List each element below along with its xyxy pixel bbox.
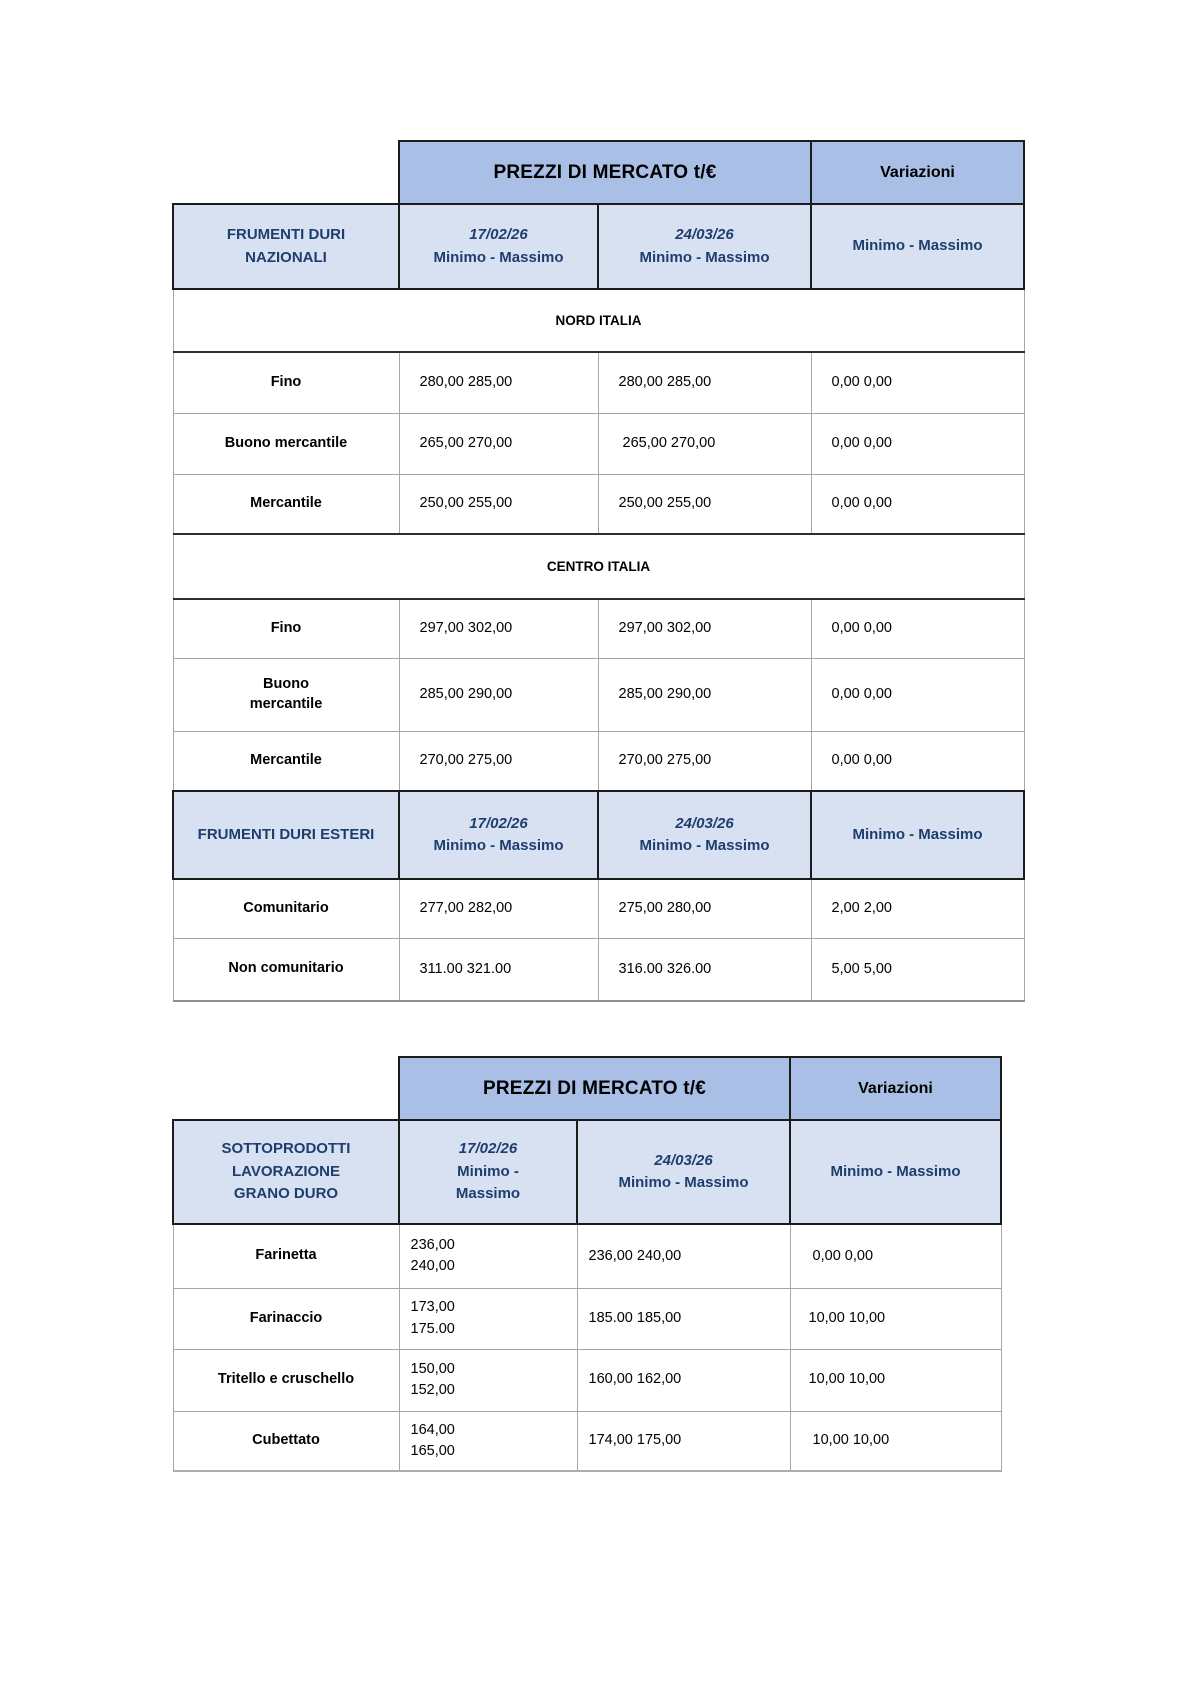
price-cell: 311.00 321.00 <box>398 937 599 1002</box>
row-label: Farinaccio <box>172 1287 400 1350</box>
column-header-date1: 17/02/26 Minimo - Massimo <box>398 1119 578 1225</box>
price-cell: 297,00 302,00 <box>597 598 812 659</box>
price-cell: 185.00 185,00 <box>576 1287 791 1350</box>
minmax-label: Minimo - Massimo <box>639 248 770 266</box>
variation-cell: 10,00 10,00 <box>789 1348 1002 1412</box>
price-cell: 236,00 240,00 <box>398 1223 578 1289</box>
variation-cell: 0,00 0,00 <box>810 657 1025 732</box>
variation-cell: 10,00 10,00 <box>789 1287 1002 1350</box>
section-header-nord-italia: NORD ITALIA <box>172 288 1025 353</box>
price-cell: 275,00 280,00 <box>597 878 812 939</box>
column-header-date2: 24/03/26 Minimo - Massimo <box>576 1119 791 1225</box>
price-cell: 236,00 240,00 <box>576 1223 791 1289</box>
band-title-prezzi: PREZZI DI MERCATO t/€ <box>398 1056 791 1121</box>
column-header-date2: 24/03/26 Minimo - Massimo <box>597 790 812 880</box>
price-cell: 285,00 290,00 <box>597 657 812 732</box>
table-frumenti-duri: PREZZI DI MERCATO t/€ Variazioni FRUMENT… <box>172 140 1025 1002</box>
price-cell: 160,00 162,00 <box>576 1348 791 1412</box>
price-cell: 270,00 275,00 <box>398 730 599 792</box>
band-spacer <box>173 1057 399 1120</box>
price-cell: 250,00 255,00 <box>398 473 599 535</box>
section-header-centro-italia: CENTRO ITALIA <box>172 533 1025 600</box>
price-cell: 265,00 270,00 <box>398 412 599 475</box>
date-label: 24/03/26 <box>654 1151 713 1169</box>
variation-cell: 0,00 0,00 <box>810 598 1025 659</box>
date-label: 17/02/26 <box>469 814 528 832</box>
row-label: Mercantile <box>172 473 400 535</box>
variation-cell: 2,00 2,00 <box>810 878 1025 939</box>
price-cell: 280,00 285,00 <box>398 351 599 414</box>
table-sottoprodotti: PREZZI DI MERCATO t/€ Variazioni SOTTOPR… <box>172 1056 1002 1472</box>
variation-cell: 0,00 0,00 <box>789 1223 1002 1289</box>
row-label: Fino <box>172 598 400 659</box>
minmax-label: Minimo - Massimo <box>455 1162 521 1203</box>
price-cell: 280,00 285,00 <box>597 351 812 414</box>
row-label: Buono mercantile <box>172 657 400 732</box>
column-header-date1: 17/02/26 Minimo - Massimo <box>398 203 599 290</box>
date-label: 24/03/26 <box>675 814 734 832</box>
price-cell: 173,00 175.00 <box>398 1287 578 1350</box>
price-cell: 277,00 282,00 <box>398 878 599 939</box>
variation-cell: 0,00 0,00 <box>810 351 1025 414</box>
band-title-variazioni: Variazioni <box>810 140 1025 205</box>
price-cell: 265,00 270,00 <box>597 412 812 475</box>
price-cell: 174,00 175,00 <box>576 1410 791 1472</box>
date-label: 17/02/26 <box>469 226 528 243</box>
row-label: Mercantile <box>172 730 400 792</box>
row-label: Cubettato <box>172 1410 400 1472</box>
minmax-label: Minimo - Massimo <box>433 248 564 266</box>
column-header-variazioni: Minimo - Massimo <box>789 1119 1002 1225</box>
minmax-label: Minimo - Massimo <box>639 837 770 854</box>
variation-cell: 5,00 5,00 <box>810 937 1025 1002</box>
row-label: Comunitario <box>172 878 400 939</box>
price-cell: 285,00 290,00 <box>398 657 599 732</box>
price-cell: 150,00 152,00 <box>398 1348 578 1412</box>
stub-frumenti-esteri: FRUMENTI DURI ESTERI <box>172 790 400 880</box>
column-header-variazioni: Minimo - Massimo <box>810 790 1025 880</box>
band-spacer <box>173 141 399 204</box>
row-label: Buono mercantile <box>172 412 400 475</box>
date-label: 24/03/26 <box>675 226 734 243</box>
minmax-label: Minimo - Massimo <box>618 1174 749 1191</box>
price-cell: 297,00 302,00 <box>398 598 599 659</box>
row-label: Non comunitario <box>172 937 400 1002</box>
variation-cell: 0,00 0,00 <box>810 412 1025 475</box>
row-label: Tritello e cruschello <box>172 1348 400 1412</box>
stub-frumenti-nazionali: FRUMENTI DURI NAZIONALI <box>172 203 400 290</box>
minmax-label: Minimo - Massimo <box>433 837 564 854</box>
variation-cell: 0,00 0,00 <box>810 473 1025 535</box>
variation-cell: 0,00 0,00 <box>810 730 1025 792</box>
row-label: Farinetta <box>172 1223 400 1289</box>
band-title-prezzi: PREZZI DI MERCATO t/€ <box>398 140 812 205</box>
column-header-variazioni: Minimo - Massimo <box>810 203 1025 290</box>
band-title-variazioni: Variazioni <box>789 1056 1002 1121</box>
stub-sottoprodotti: SOTTOPRODOTTI LAVORAZIONE GRANO DURO <box>172 1119 400 1225</box>
column-header-date2: 24/03/26 Minimo - Massimo <box>597 203 812 290</box>
row-label: Fino <box>172 351 400 414</box>
date-label: 17/02/26 <box>458 1140 518 1158</box>
variation-cell: 10,00 10,00 <box>789 1410 1002 1472</box>
price-cell: 164,00 165,00 <box>398 1410 578 1472</box>
price-cell: 316.00 326.00 <box>597 937 812 1002</box>
price-cell: 250,00 255,00 <box>597 473 812 535</box>
column-header-date1: 17/02/26 Minimo - Massimo <box>398 790 599 880</box>
price-cell: 270,00 275,00 <box>597 730 812 792</box>
